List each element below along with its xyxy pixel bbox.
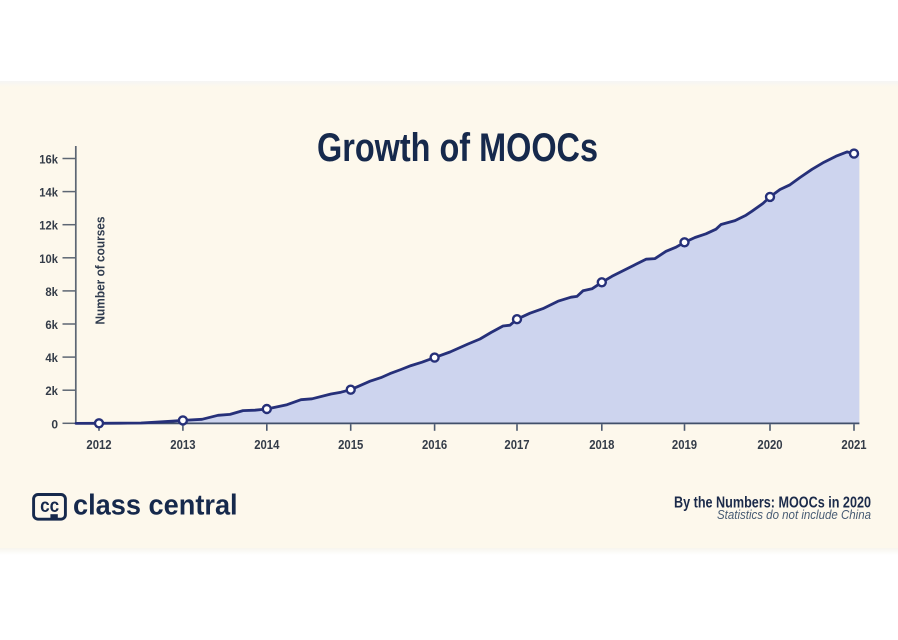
svg-text:Statistics do not include Chin: Statistics do not include China: [717, 507, 871, 522]
svg-text:cc: cc: [40, 496, 59, 517]
svg-text:2017: 2017: [504, 438, 529, 452]
svg-text:2020: 2020: [757, 438, 782, 452]
svg-text:2k: 2k: [45, 384, 58, 398]
svg-text:2016: 2016: [422, 438, 447, 452]
svg-text:4k: 4k: [45, 351, 58, 365]
svg-text:2015: 2015: [338, 438, 363, 452]
svg-text:Number of courses: Number of courses: [93, 217, 108, 325]
svg-text:By the Numbers: MOOCs in 2020: By the Numbers: MOOCs in 2020: [674, 495, 871, 512]
svg-text:8k: 8k: [45, 285, 58, 299]
svg-text:10k: 10k: [39, 252, 58, 266]
svg-text:2019: 2019: [672, 438, 697, 452]
svg-text:2013: 2013: [170, 438, 195, 452]
svg-text:2021: 2021: [841, 438, 866, 452]
svg-text:2014: 2014: [254, 438, 279, 452]
svg-text:0: 0: [51, 417, 58, 431]
svg-text:16k: 16k: [39, 153, 58, 167]
svg-text:2012: 2012: [86, 438, 111, 452]
svg-text:12k: 12k: [39, 219, 58, 233]
svg-text:class central: class central: [73, 490, 238, 522]
svg-text:2018: 2018: [589, 438, 614, 452]
svg-text:14k: 14k: [39, 186, 58, 200]
svg-text:Growth of MOOCs: Growth of MOOCs: [317, 126, 598, 170]
svg-text:6k: 6k: [45, 318, 58, 332]
